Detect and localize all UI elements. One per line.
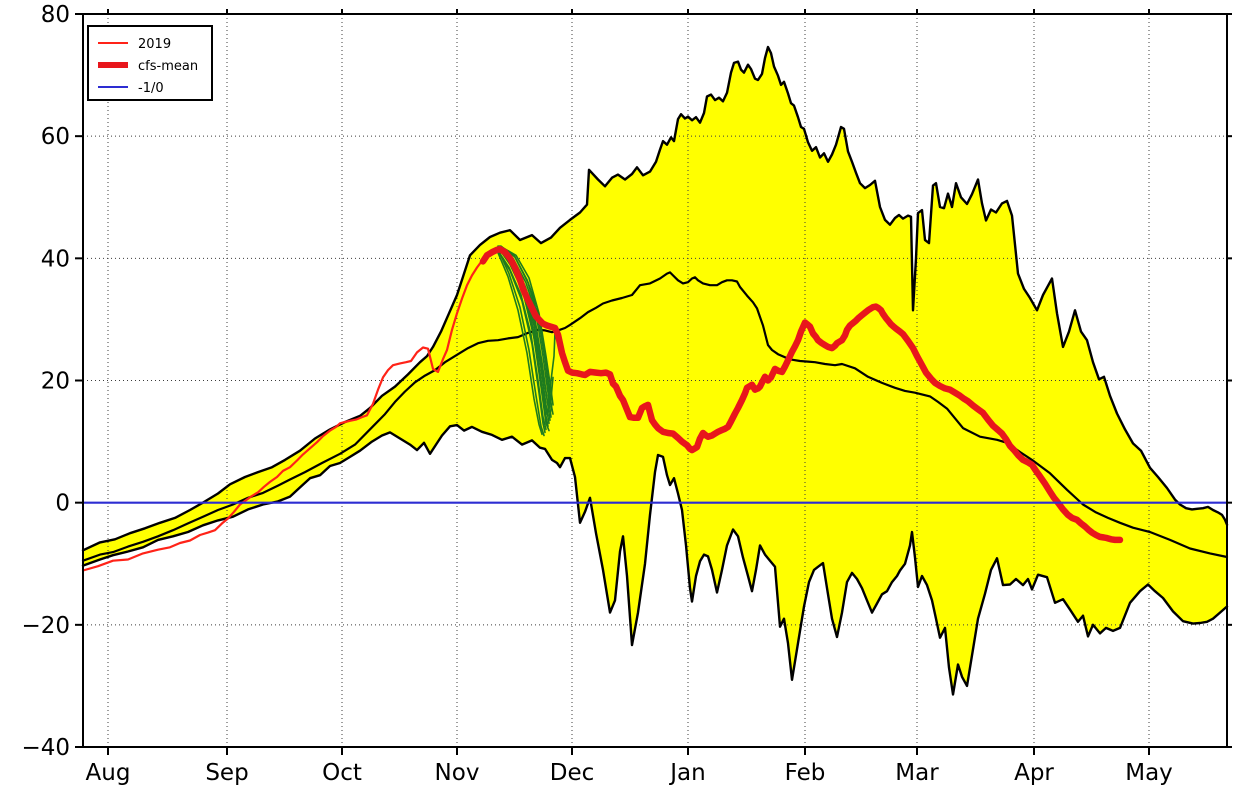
band-fill bbox=[83, 47, 1227, 695]
climatology-line bbox=[81, 271, 1229, 562]
y-tick-label: −20 bbox=[21, 613, 70, 639]
legend-item-2019: 2019 bbox=[98, 37, 171, 52]
minmax-band bbox=[83, 47, 1227, 695]
tick-labels: Aug Sep Oct Nov Dec Jan Feb Mar Apr May 80 60 40 20 0 −… bbox=[21, 2, 1172, 786]
x-tick-label: Apr bbox=[1014, 760, 1054, 786]
y-tick-label: 20 bbox=[41, 369, 70, 395]
y-tick-label: 0 bbox=[55, 491, 70, 517]
y-tick-label: 60 bbox=[41, 124, 70, 150]
y-tick-label: −40 bbox=[21, 735, 70, 761]
envelope-top-line bbox=[81, 45, 1229, 552]
legend-label-2019: 2019 bbox=[138, 37, 171, 52]
legend-label-cfs-mean: cfs-mean bbox=[138, 59, 198, 74]
data-series bbox=[81, 45, 1229, 696]
envelope-bottom-line bbox=[81, 423, 1229, 696]
legend: 2019 cfs-mean -1/0 bbox=[87, 25, 213, 101]
legend-item-zero: -1/0 bbox=[98, 81, 164, 96]
x-tick-label: Nov bbox=[435, 760, 480, 786]
y-tick-label: 80 bbox=[41, 2, 70, 28]
x-tick-label: Oct bbox=[322, 760, 362, 786]
legend-label-zero: -1/0 bbox=[138, 81, 164, 96]
x-tick-label: Aug bbox=[86, 760, 131, 786]
x-tick-label: Jan bbox=[668, 760, 705, 786]
x-tick-label: Sep bbox=[205, 760, 248, 786]
x-tick-label: Mar bbox=[895, 760, 939, 786]
x-tick-label: May bbox=[1125, 760, 1173, 786]
gridlines bbox=[83, 13, 1227, 748]
ensemble-member-line bbox=[496, 249, 543, 436]
cfs-mean-line bbox=[479, 245, 1124, 544]
x-tick-label: Feb bbox=[785, 760, 826, 786]
ensemble-member-line bbox=[496, 248, 547, 431]
x-tick-label: Dec bbox=[550, 760, 595, 786]
legend-item-cfs-mean: cfs-mean bbox=[98, 59, 198, 74]
ensemble-member-line bbox=[497, 248, 545, 437]
tick-marks bbox=[75, 9, 1232, 755]
obs-2019-line bbox=[81, 248, 502, 572]
y-tick-label: 40 bbox=[41, 246, 70, 272]
ensemble-member-line bbox=[500, 245, 554, 406]
